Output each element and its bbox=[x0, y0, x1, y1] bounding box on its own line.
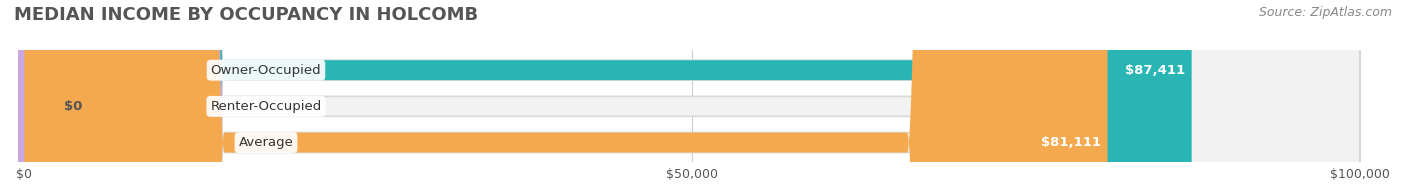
FancyBboxPatch shape bbox=[24, 0, 1108, 196]
FancyBboxPatch shape bbox=[24, 0, 1360, 196]
Text: Owner-Occupied: Owner-Occupied bbox=[211, 64, 322, 77]
Text: Average: Average bbox=[239, 136, 294, 149]
Text: $87,411: $87,411 bbox=[1125, 64, 1185, 77]
Text: MEDIAN INCOME BY OCCUPANCY IN HOLCOMB: MEDIAN INCOME BY OCCUPANCY IN HOLCOMB bbox=[14, 6, 478, 24]
Text: Source: ZipAtlas.com: Source: ZipAtlas.com bbox=[1258, 6, 1392, 19]
Text: $81,111: $81,111 bbox=[1040, 136, 1101, 149]
Text: Renter-Occupied: Renter-Occupied bbox=[211, 100, 322, 113]
Text: $0: $0 bbox=[65, 100, 83, 113]
FancyBboxPatch shape bbox=[24, 0, 1192, 196]
FancyBboxPatch shape bbox=[24, 0, 1360, 196]
FancyBboxPatch shape bbox=[0, 0, 225, 196]
FancyBboxPatch shape bbox=[24, 0, 1360, 196]
